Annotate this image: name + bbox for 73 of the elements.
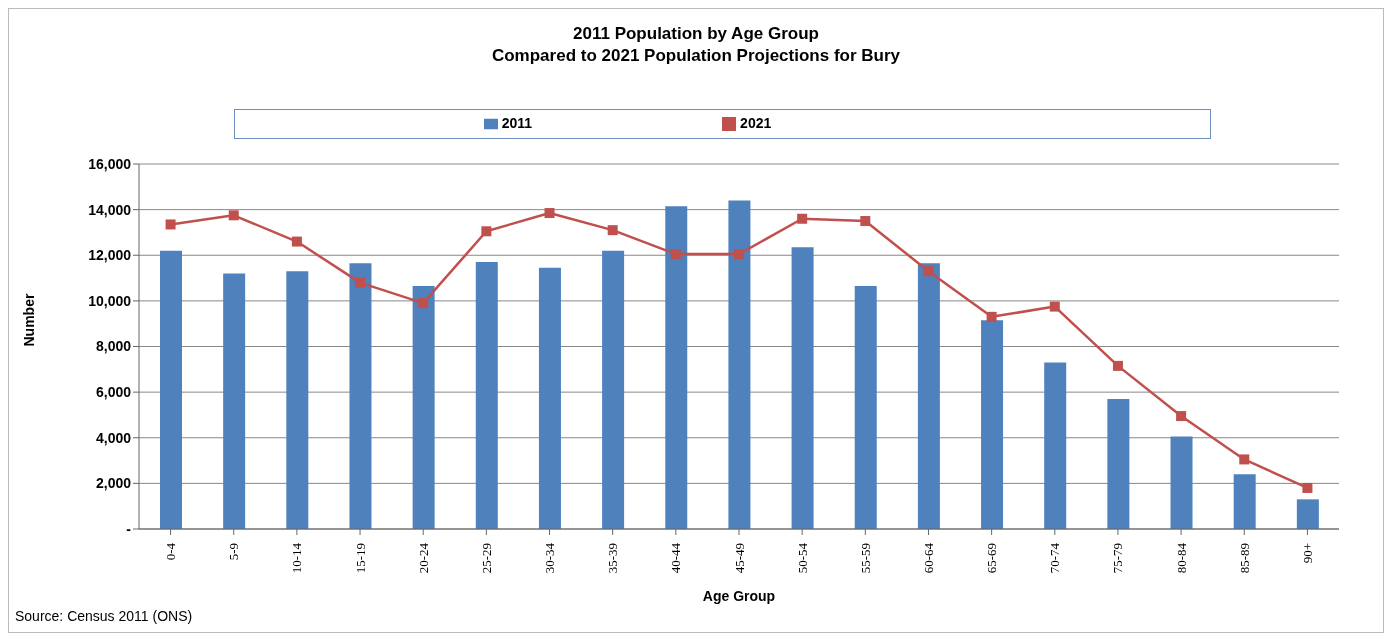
x-tick-label: 20-24 bbox=[415, 542, 431, 574]
bar bbox=[223, 273, 246, 529]
bar bbox=[917, 263, 940, 529]
point bbox=[1176, 411, 1187, 422]
bar bbox=[412, 286, 435, 529]
chart-title: 2011 Population by Age Group bbox=[572, 23, 820, 45]
bar bbox=[1170, 436, 1193, 529]
y-tick-label: 14,000 bbox=[88, 201, 132, 218]
point bbox=[165, 219, 176, 230]
y-tick-label: - bbox=[126, 520, 132, 537]
bar bbox=[1044, 362, 1067, 529]
bar bbox=[1296, 499, 1319, 529]
x-tick-label: 75-79 bbox=[1110, 543, 1126, 574]
y-tick-label: 10,000 bbox=[88, 292, 132, 309]
y-axis-title: Number bbox=[20, 293, 37, 347]
point bbox=[228, 210, 239, 221]
legend-label: 2011 bbox=[501, 115, 533, 131]
x-tick-label: 70-74 bbox=[1047, 542, 1063, 574]
bar bbox=[602, 250, 625, 529]
x-axis-title: Age Group bbox=[702, 588, 776, 604]
point bbox=[860, 216, 871, 227]
bar bbox=[854, 286, 877, 529]
point bbox=[418, 298, 429, 309]
x-tick-label: 50-54 bbox=[794, 542, 810, 574]
legend-label: 2021 bbox=[740, 115, 772, 131]
bar bbox=[1233, 474, 1256, 529]
bar bbox=[665, 206, 688, 529]
y-tick-label: 2,000 bbox=[95, 475, 132, 492]
source-note: Source: Census 2011 (ONS) bbox=[15, 608, 193, 624]
point bbox=[797, 213, 808, 224]
bar bbox=[538, 267, 561, 529]
point bbox=[1239, 454, 1250, 465]
bar bbox=[160, 250, 182, 529]
point bbox=[1049, 301, 1060, 312]
x-tick-label: 15-19 bbox=[352, 543, 368, 574]
point bbox=[607, 225, 618, 236]
x-tick-label: 80-84 bbox=[1173, 542, 1189, 574]
x-tick-label: 35-39 bbox=[605, 543, 621, 574]
point bbox=[544, 208, 555, 219]
x-tick-label: 85-89 bbox=[1236, 543, 1252, 574]
point bbox=[355, 277, 366, 288]
point bbox=[291, 236, 302, 247]
point bbox=[481, 226, 492, 237]
bar bbox=[791, 247, 814, 529]
x-tick-label: 25-29 bbox=[478, 543, 494, 574]
point bbox=[734, 249, 744, 260]
x-tick-label: 65-69 bbox=[984, 543, 1000, 574]
x-tick-label: 40-44 bbox=[668, 542, 684, 574]
bar bbox=[349, 263, 372, 529]
bar bbox=[475, 262, 498, 529]
chart-subtitle: Compared to 2021 Population Projections for Bury bbox=[490, 45, 902, 67]
point bbox=[1302, 482, 1313, 493]
x-tick-label: 0-4 bbox=[163, 542, 179, 561]
x-tick-label: 55-59 bbox=[857, 543, 873, 574]
bar bbox=[1107, 398, 1130, 529]
x-tick-label: 45-49 bbox=[731, 543, 747, 574]
x-tick-label: 5-9 bbox=[226, 543, 242, 561]
y-tick-label: 8,000 bbox=[95, 338, 132, 355]
bar bbox=[728, 200, 751, 529]
y-tick-label: 12,000 bbox=[88, 247, 132, 264]
point bbox=[1112, 360, 1123, 371]
x-tick-label: 90+ bbox=[1299, 543, 1315, 564]
x-tick-label: 60-64 bbox=[920, 542, 936, 574]
point bbox=[923, 266, 934, 277]
x-tick-label: 10-14 bbox=[289, 542, 305, 574]
y-tick-label: 4,000 bbox=[95, 429, 132, 446]
point bbox=[670, 249, 681, 260]
point bbox=[986, 311, 997, 322]
y-tick-label: 16,000 bbox=[88, 155, 132, 172]
bar bbox=[286, 271, 309, 529]
bar bbox=[981, 320, 1004, 529]
x-tick-label: 30-34 bbox=[542, 542, 558, 574]
y-tick-label: 6,000 bbox=[95, 384, 132, 401]
